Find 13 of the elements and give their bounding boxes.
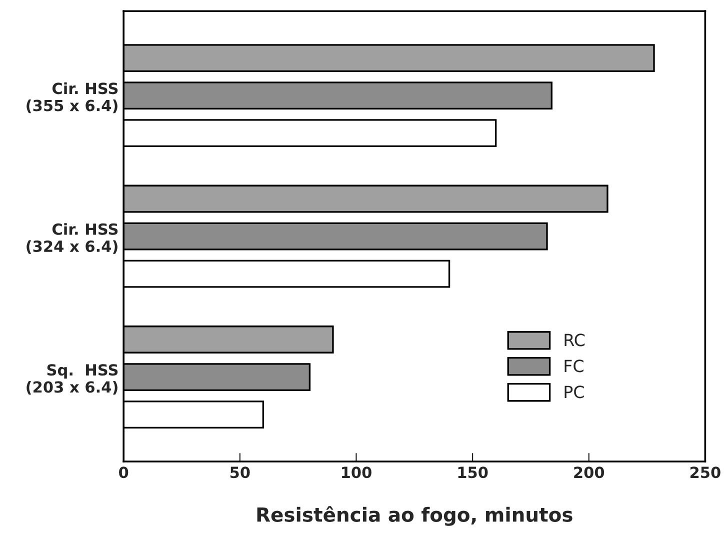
legend-label: FC [564,360,584,372]
legend-label: RC [564,334,585,346]
y-tick-label: Cir. HSS (355 x 6.4) [26,82,118,114]
x-tick-label: 0 [119,466,128,478]
x-tick-label: 250 [690,466,720,478]
legend-label: PC [564,386,584,398]
y-tick-label: Sq. HSS (203 x 6.4) [26,364,118,395]
x-tick-label: 200 [574,466,604,478]
x-tick-label: 50 [230,466,250,478]
y-tick-label: Cir. HSS (324 x 6.4) [26,223,118,254]
x-tick-label: 100 [342,466,372,478]
x-tick-label: 150 [458,466,488,478]
x-axis-title: Resistência ao fogo, minutos [257,506,572,526]
